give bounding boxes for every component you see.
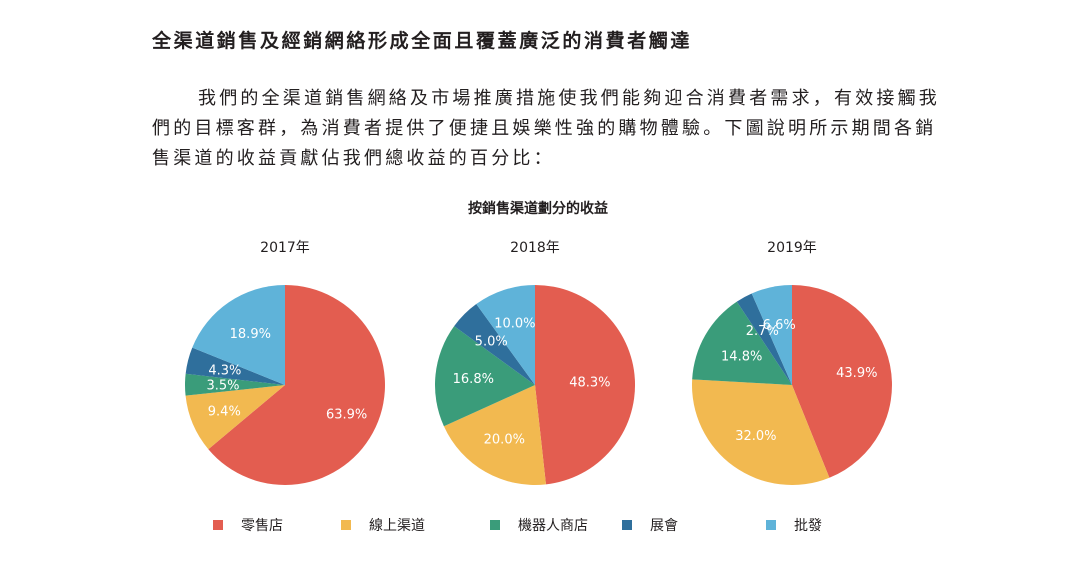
slice-label-wholesale: 18.9% [230,327,271,342]
slice-label-retail-store: 48.3% [569,376,610,391]
legend-label-retail-store: 零售店 [241,518,283,534]
pie-slice-online-channel [692,379,830,485]
slice-label-retail-store: 63.9% [326,407,367,422]
slice-label-exhibition: 2.7% [746,324,779,339]
pies-group: 2017年 63.9% 9.4% 3.5%4.3% 18.9% 2018年 48.3% 20.… [185,240,892,486]
legend-swatch-retail-store [213,520,223,530]
pie-slice-wholesale [751,285,792,385]
slice-label-online-channel: 9.4% [208,404,241,419]
year-label: 2019年 [767,240,817,256]
legend-label-robot-store: 機器人商店 [518,518,588,534]
legend-label-wholesale: 批發 [794,518,822,534]
year-label: 2017年 [260,240,310,256]
slice-label-robot-store: 14.8% [721,350,762,365]
pie-slice-exhibition [185,347,285,385]
pie-slice-retail-store [535,285,636,485]
legend-swatch-robot-store [490,520,500,530]
intro-paragraph-text: 我們的全渠道銷售網絡及市場推廣措施使我們能夠迎合消費者需求，有效接觸我們的目標客… [152,88,940,169]
slice-label-robot-store: 3.5% [206,378,239,393]
legend-swatch-exhibition [622,520,632,530]
slice-label-online-channel: 32.0% [735,429,776,444]
pie-slice-exhibition [454,304,535,385]
legend-label-exhibition: 展會 [650,518,678,534]
slice-label-online-channel: 20.0% [484,432,525,447]
intro-paragraph: 我們的全渠道銷售網絡及市場推廣措施使我們能夠迎合消費者需求，有效接觸我們的目標客… [152,84,942,174]
pie-slice-online-channel [443,385,546,486]
slice-label-wholesale: 6.6% [763,318,796,333]
pie-slice-exhibition [736,293,792,385]
pie-slice-retail-store [792,285,892,478]
section-heading: 全渠道銷售及經銷網絡形成全面且覆蓋廣泛的消費者觸達 [152,30,693,52]
pie-slice-robot-store [185,373,285,396]
slice-label-robot-store: 16.8% [453,372,494,387]
pie-slice-robot-store [692,301,792,385]
pie-slice-wholesale [476,285,535,385]
slice-label-exhibition: 4.3% [208,363,241,378]
pie-slice-retail-store [208,285,385,485]
legend-label-online-channel: 線上渠道 [369,518,425,534]
pie-slice-robot-store [435,326,535,427]
legend-swatch-wholesale [766,520,776,530]
slice-label-wholesale: 10.0% [494,317,535,332]
chart-title: 按銷售渠道劃分的收益 [468,200,608,217]
pie-slice-online-channel [185,385,285,450]
legend-swatch-online-channel [341,520,351,530]
slice-label-retail-store: 43.9% [836,366,877,381]
year-label: 2018年 [510,240,560,256]
slice-label-exhibition: 5.0% [475,335,508,350]
pie-slice-wholesale [192,285,285,385]
legend: 零售店 線上渠道 機器人商店 展會 批發 [213,518,822,534]
